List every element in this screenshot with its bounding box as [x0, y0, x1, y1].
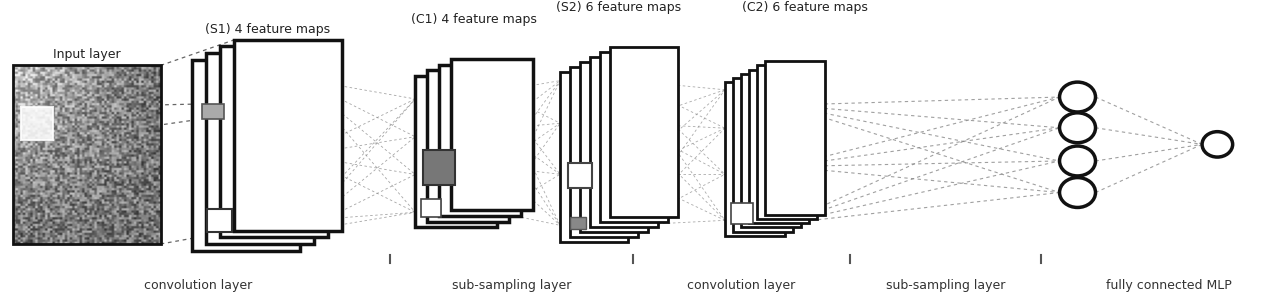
Text: sub-sampling layer: sub-sampling layer [886, 279, 1005, 292]
Text: fully connected MLP: fully connected MLP [1105, 279, 1232, 292]
Circle shape [1203, 132, 1233, 157]
Text: Input layer: Input layer [52, 48, 120, 61]
Bar [423, 150, 455, 185]
Text: (S2) 6 feature maps: (S2) 6 feature maps [556, 1, 681, 14]
Text: (C2) 6 feature maps: (C2) 6 feature maps [743, 1, 868, 14]
Bar [764, 61, 824, 215]
Text: convolution layer: convolution layer [688, 279, 795, 292]
Bar [757, 66, 817, 219]
Text: (C1) 4 feature maps: (C1) 4 feature maps [412, 13, 537, 26]
Bar [422, 199, 441, 217]
Bar [234, 40, 343, 231]
Bar [749, 69, 809, 223]
Bar [741, 74, 801, 228]
Text: sub-sampling layer: sub-sampling layer [451, 279, 571, 292]
Bar [590, 57, 658, 228]
Bar [202, 104, 225, 119]
Circle shape [1059, 113, 1095, 143]
Bar [440, 65, 521, 216]
Bar [207, 53, 314, 244]
Bar [569, 163, 592, 188]
Bar [221, 46, 328, 237]
Bar [610, 47, 677, 217]
Text: convolution layer: convolution layer [144, 279, 253, 292]
Bar [570, 67, 638, 237]
Bar [427, 70, 509, 222]
Bar [725, 82, 785, 236]
Bar [601, 52, 668, 222]
Circle shape [1059, 82, 1095, 112]
Circle shape [1059, 146, 1095, 176]
Circle shape [1059, 178, 1095, 208]
Bar [570, 217, 587, 229]
Bar [580, 62, 648, 232]
Text: (S1) 4 feature maps: (S1) 4 feature maps [204, 23, 330, 36]
Bar [560, 72, 627, 242]
Bar [732, 78, 792, 232]
Bar [207, 209, 233, 232]
Bar [193, 60, 300, 251]
Bar [451, 59, 533, 210]
Bar [415, 76, 497, 228]
Bar [13, 66, 161, 244]
Bar [731, 203, 753, 224]
Bar [20, 107, 52, 140]
